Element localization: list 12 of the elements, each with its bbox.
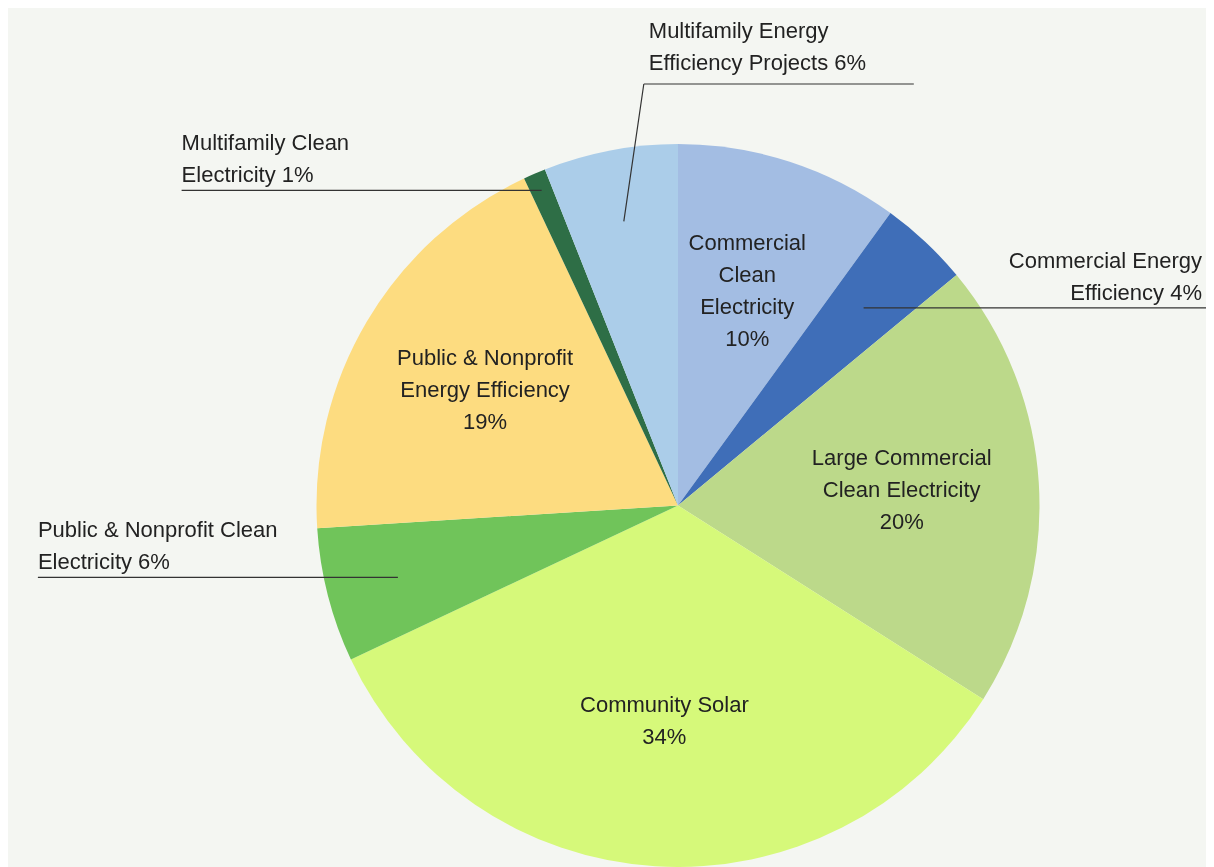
data-label: 20% [879,509,924,535]
data-label: 34% [642,724,687,750]
slice-label: Public & Nonprofit Clean Electricity 6% [37,517,278,575]
slice-label: Commercial Energy Efficiency 4% [1008,247,1202,305]
slice-label: Multifamily Clean Electricity 1% [181,130,350,188]
data-label: 19% [463,409,508,435]
slice-label: Public & Nonprofit Energy Efficiency [397,345,574,403]
data-label: 10% [725,326,770,352]
slice-label: Multifamily Energy Efficiency Projects 6% [648,18,867,75]
slice-label: Large Commercial Clean Electricity [811,445,992,503]
slice-label: Commercial Clean Electricity [688,230,806,320]
slice-label: Community Solar [580,692,749,718]
